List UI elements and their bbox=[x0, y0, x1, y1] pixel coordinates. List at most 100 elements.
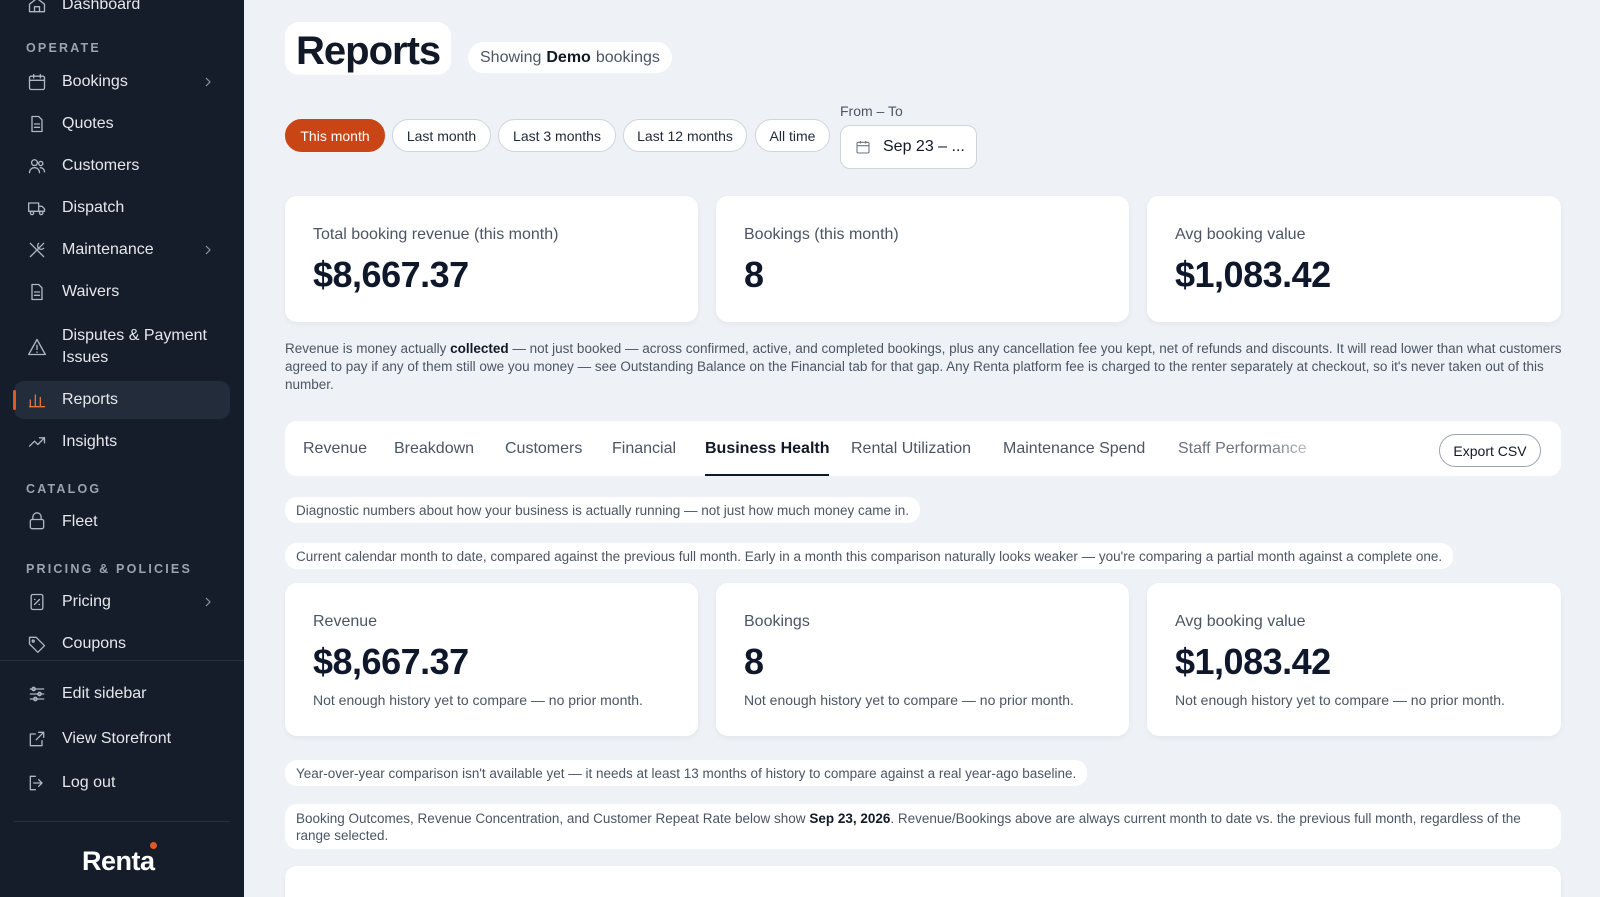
card-value: $1,083.42 bbox=[1175, 641, 1331, 682]
sidebar-item-log-out[interactable]: Log out bbox=[14, 764, 230, 802]
showing-badge: Showing Demo bookings bbox=[468, 42, 672, 73]
tab-rental-utilization[interactable]: Rental Utilization bbox=[851, 439, 972, 457]
report-tabs: Revenue Breakdown Customers Financial Bu… bbox=[285, 421, 1561, 476]
card-value: 8 bbox=[744, 641, 764, 682]
tab-maintenance-spend[interactable]: Maintenance Spend bbox=[1003, 439, 1146, 457]
sidebar-item-quotes[interactable]: Quotes bbox=[14, 105, 230, 143]
section-label-catalog: CATALOG bbox=[26, 482, 102, 496]
range-last-12-months-button[interactable]: Last 12 months bbox=[623, 119, 747, 152]
card-subtext: Not enough history yet to compare — no p… bbox=[313, 692, 643, 708]
sidebar: Dashboard OPERATE Bookings Quotes Custom… bbox=[0, 0, 244, 897]
card-value: $1,083.42 bbox=[1175, 254, 1331, 295]
tab-financial[interactable]: Financial bbox=[612, 439, 677, 457]
trend-icon bbox=[26, 431, 48, 453]
sidebar-item-label: Quotes bbox=[62, 115, 114, 132]
sidebar-item-label: Dashboard bbox=[62, 0, 141, 13]
external-link-icon bbox=[26, 728, 48, 750]
wrench-icon bbox=[26, 239, 48, 261]
calendar-icon bbox=[26, 71, 48, 93]
home-icon bbox=[26, 0, 48, 16]
summary-card-bookings: Bookings (this month) 8 bbox=[716, 196, 1129, 322]
sidebar-item-maintenance[interactable]: Maintenance bbox=[14, 231, 230, 269]
logo-dot bbox=[150, 842, 157, 849]
chevron-right-icon[interactable] bbox=[200, 242, 216, 258]
card-value: $8,667.37 bbox=[313, 254, 469, 295]
card-label: Bookings bbox=[744, 613, 810, 630]
export-csv-button[interactable]: Export CSV bbox=[1439, 434, 1541, 467]
sidebar-item-label: Pricing bbox=[62, 593, 111, 610]
sidebar-divider bbox=[14, 821, 230, 822]
next-section-card bbox=[285, 866, 1561, 897]
box-icon bbox=[26, 511, 48, 533]
card-value: $8,667.37 bbox=[313, 641, 469, 682]
card-subtext: Not enough history yet to compare — no p… bbox=[744, 692, 1074, 708]
range-last-month-button[interactable]: Last month bbox=[392, 119, 491, 152]
card-value: 8 bbox=[744, 254, 764, 295]
tab-customers[interactable]: Customers bbox=[505, 439, 583, 457]
tab-business-health[interactable]: Business Health bbox=[705, 421, 830, 476]
chevron-right-icon[interactable] bbox=[200, 594, 216, 610]
health-card-revenue: Revenue $8,667.37 Not enough history yet… bbox=[285, 583, 698, 736]
sidebar-item-label: Maintenance bbox=[62, 241, 154, 258]
sidebar-item-label: Edit sidebar bbox=[62, 685, 147, 702]
range-this-month-button[interactable]: This month bbox=[285, 119, 385, 152]
bar-chart-icon bbox=[26, 389, 48, 411]
outcomes-note: Booking Outcomes, Revenue Concentration,… bbox=[285, 804, 1561, 849]
sidebar-divider bbox=[0, 660, 244, 661]
range-all-time-button[interactable]: All time bbox=[755, 119, 830, 152]
date-range-label: From – To bbox=[840, 103, 903, 119]
sidebar-item-pricing[interactable]: Pricing bbox=[14, 583, 230, 621]
sidebar-item-label: Coupons bbox=[62, 635, 127, 652]
tabs-scroll-fade bbox=[1265, 421, 1375, 476]
yoy-note: Year-over-year comparison isn't availabl… bbox=[285, 760, 1088, 786]
section-label-operate: OPERATE bbox=[26, 41, 101, 55]
date-range-picker[interactable]: Sep 23 – ... bbox=[840, 125, 977, 169]
sidebar-item-reports[interactable]: Reports bbox=[13, 381, 230, 419]
card-label: Avg booking value bbox=[1175, 613, 1306, 630]
sidebar-item-waivers[interactable]: Waivers bbox=[14, 273, 230, 311]
tab-breakdown[interactable]: Breakdown bbox=[394, 439, 475, 457]
card-subtext: Not enough history yet to compare — no p… bbox=[1175, 692, 1505, 708]
sidebar-item-dashboard[interactable]: Dashboard bbox=[14, 0, 230, 24]
brand-logo: Renta bbox=[82, 846, 155, 876]
date-range-value: Sep 23 – ... bbox=[883, 138, 965, 155]
sidebar-item-disputes[interactable]: Disputes & Payment Issues bbox=[14, 322, 230, 372]
chevron-right-icon[interactable] bbox=[200, 74, 216, 90]
sidebar-item-fleet[interactable]: Fleet bbox=[14, 503, 230, 541]
month-comparison-note: Current calendar month to date, compared… bbox=[285, 543, 1454, 569]
sidebar-item-label: Dispatch bbox=[62, 199, 125, 216]
warning-icon bbox=[26, 336, 48, 358]
card-label: Revenue bbox=[313, 613, 378, 630]
logout-icon bbox=[26, 772, 48, 794]
sidebar-item-label: Log out bbox=[62, 774, 116, 791]
sidebar-item-insights[interactable]: Insights bbox=[14, 423, 230, 461]
sidebar-item-label: View Storefront bbox=[62, 730, 172, 747]
sidebar-item-view-storefront[interactable]: View Storefront bbox=[14, 720, 230, 758]
page-title-card: Reports bbox=[285, 22, 452, 75]
price-tag-icon bbox=[26, 591, 48, 613]
sidebar-item-label: Insights bbox=[62, 433, 118, 450]
sidebar-item-dispatch[interactable]: Dispatch bbox=[14, 189, 230, 227]
sidebar-item-label: Waivers bbox=[62, 283, 120, 300]
users-icon bbox=[26, 155, 48, 177]
sidebar-item-label: Disputes & Payment Issues bbox=[62, 327, 207, 366]
sidebar-item-edit-sidebar[interactable]: Edit sidebar bbox=[14, 675, 230, 713]
section-label-pricing: PRICING & POLICIES bbox=[26, 562, 193, 576]
sidebar-item-label: Bookings bbox=[62, 73, 128, 90]
sidebar-item-label: Customers bbox=[62, 157, 140, 174]
sliders-icon bbox=[26, 683, 48, 705]
page-title: Reports bbox=[296, 29, 441, 73]
truck-icon bbox=[26, 197, 48, 219]
tab-revenue[interactable]: Revenue bbox=[303, 439, 368, 457]
revenue-explanation: Revenue is money actually collected — no… bbox=[285, 341, 1562, 392]
range-last-3-months-button[interactable]: Last 3 months bbox=[498, 119, 616, 152]
sidebar-item-label: Fleet bbox=[62, 513, 98, 530]
summary-card-avg-value: Avg booking value $1,083.42 bbox=[1147, 196, 1561, 322]
sidebar-item-customers[interactable]: Customers bbox=[14, 147, 230, 185]
card-label: Avg booking value bbox=[1175, 226, 1306, 243]
sidebar-item-bookings[interactable]: Bookings bbox=[14, 63, 230, 101]
health-card-avg-value: Avg booking value $1,083.42 Not enough h… bbox=[1147, 583, 1561, 736]
sidebar-item-label: Reports bbox=[62, 391, 119, 408]
sidebar-item-coupons[interactable]: Coupons bbox=[14, 625, 230, 663]
health-card-bookings: Bookings 8 Not enough history yet to com… bbox=[716, 583, 1129, 736]
